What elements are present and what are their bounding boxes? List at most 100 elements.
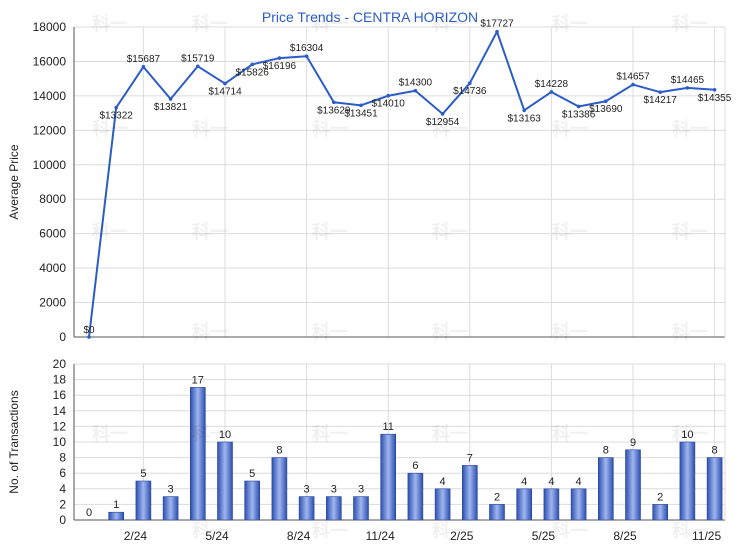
- price-point: [522, 108, 526, 113]
- transaction-data-label: 2: [657, 491, 663, 503]
- price-ytick-label: 4000: [39, 261, 66, 275]
- watermark: 科一: [312, 423, 348, 444]
- watermark: 科一: [312, 118, 348, 139]
- transaction-data-label: 10: [219, 429, 231, 441]
- price-point: [495, 29, 499, 34]
- price-data-label: $14465: [671, 75, 705, 86]
- watermark: 科一: [432, 520, 468, 541]
- transaction-data-label: 5: [140, 468, 146, 480]
- price-point: [304, 54, 309, 59]
- watermark: 科一: [192, 13, 228, 34]
- transaction-data-label: 0: [86, 507, 92, 519]
- transaction-data-label: 10: [681, 429, 693, 441]
- price-point: [332, 100, 336, 105]
- transaction-data-label: 3: [358, 484, 364, 496]
- price-data-label: $12954: [426, 117, 460, 128]
- price-data-label: $13690: [589, 104, 623, 115]
- transactions-ytick-label: 20: [53, 357, 67, 371]
- transactions-ytick-label: 16: [53, 388, 67, 402]
- transactions-ytick-label: 0: [59, 513, 66, 527]
- price-ytick-label: 14000: [33, 89, 67, 103]
- price-point: [277, 56, 282, 60]
- transactions-ylabel: No. of Transactions: [7, 390, 21, 493]
- watermark: 科一: [672, 221, 708, 242]
- price-ytick-label: 6000: [39, 227, 66, 241]
- price-data-label: $17727: [480, 19, 514, 30]
- watermark: 科一: [312, 321, 348, 342]
- transaction-bar: [516, 488, 533, 521]
- price-data-label: $13451: [344, 108, 378, 119]
- transaction-data-label: 4: [440, 476, 446, 488]
- price-point: [386, 93, 391, 98]
- transaction-data-label: 8: [712, 445, 718, 457]
- price-point: [549, 90, 554, 94]
- price-point: [440, 112, 445, 116]
- price-point: [196, 64, 200, 69]
- watermark: 科一: [312, 13, 348, 34]
- watermark: 科一: [192, 118, 228, 139]
- price-data-label: $14010: [372, 99, 406, 110]
- transaction-bar: [190, 387, 206, 521]
- price-data-label: $14355: [698, 93, 732, 104]
- transaction-data-label: 5: [249, 468, 255, 480]
- price-point: [114, 105, 118, 110]
- transaction-data-label: 3: [168, 484, 174, 496]
- transaction-bar: [652, 504, 669, 521]
- transaction-bar: [325, 496, 342, 521]
- watermark: 科一: [672, 520, 708, 541]
- price-point: [141, 65, 146, 69]
- watermark: 科一: [672, 423, 708, 444]
- price-data-label: $14657: [616, 72, 650, 83]
- price-ylabel: Average Price: [7, 144, 21, 219]
- watermark: 科一: [432, 118, 468, 139]
- price-point: [712, 87, 717, 92]
- watermark: 科一: [92, 118, 128, 139]
- price-data-label: $15719: [181, 53, 215, 64]
- transactions-ytick-label: 2: [59, 497, 66, 511]
- watermark: 科一: [192, 520, 228, 541]
- transaction-bar: [108, 511, 124, 521]
- transaction-data-label: 3: [304, 484, 310, 496]
- price-point: [223, 81, 227, 86]
- watermark: 科一: [672, 118, 708, 139]
- watermark: 科一: [672, 13, 708, 34]
- price-point: [87, 335, 91, 339]
- price-data-label: $15826: [236, 67, 270, 78]
- transaction-bar: [407, 472, 424, 521]
- price-data-label: $14714: [208, 87, 242, 98]
- watermark: 科一: [92, 221, 128, 242]
- price-data-label: $13386: [562, 109, 596, 120]
- price-point: [685, 86, 690, 90]
- price-point: [250, 62, 254, 67]
- watermark: 科一: [312, 520, 348, 541]
- price-point: [631, 82, 635, 87]
- price-point: [359, 103, 363, 108]
- watermark: 科一: [552, 423, 588, 444]
- transaction-data-label: 7: [467, 452, 473, 464]
- transaction-data-label: 6: [412, 460, 418, 472]
- price-point: [468, 81, 472, 86]
- price-point: [168, 97, 173, 101]
- transaction-bar: [244, 480, 260, 521]
- transactions-ytick-label: 18: [53, 373, 67, 387]
- transactions-ytick-label: 12: [53, 419, 67, 433]
- watermark: 科一: [552, 321, 588, 342]
- watermark: 科一: [192, 321, 228, 342]
- transaction-data-label: 1: [113, 499, 119, 511]
- watermark: 科一: [432, 321, 468, 342]
- watermark: 科一: [552, 118, 588, 139]
- transactions-xtick-label: 5/24: [205, 529, 229, 543]
- transaction-bar: [353, 496, 369, 521]
- price-series-line: [88, 30, 715, 338]
- transactions-ytick-label: 10: [53, 435, 67, 449]
- price-data-label: $13821: [154, 102, 188, 113]
- price-data-label: $14300: [399, 78, 433, 89]
- price-ytick-label: 0: [59, 330, 66, 344]
- price-ytick-label: 10000: [33, 158, 67, 172]
- watermark: 科一: [312, 221, 348, 242]
- price-data-label: $16196: [263, 61, 297, 72]
- price-data-label: $13322: [100, 111, 134, 122]
- price-point: [413, 88, 418, 93]
